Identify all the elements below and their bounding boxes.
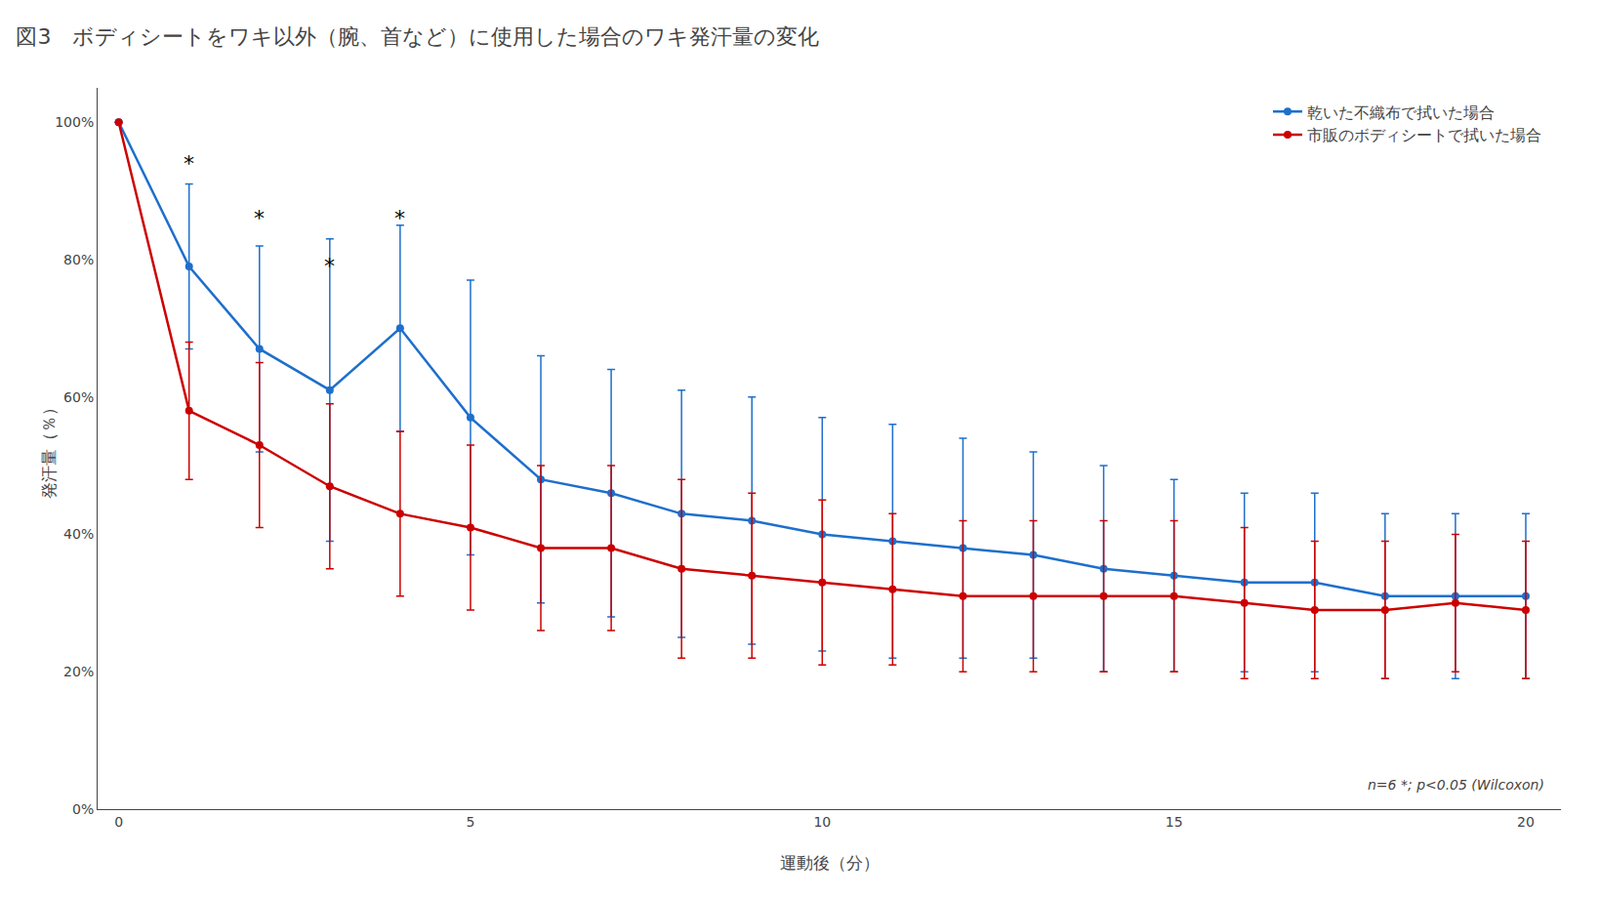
svg-text:0%: 0% [72,801,94,818]
svg-text:15: 15 [1165,814,1184,830]
svg-text:40%: 40% [63,526,94,542]
svg-text:100%: 100% [54,114,94,130]
svg-text:20: 20 [1517,814,1535,830]
svg-text:20%: 20% [63,663,94,680]
svg-text:*: * [394,205,406,231]
svg-text:*: * [253,205,265,231]
svg-text:*: * [324,253,335,279]
svg-text:乾いた不織布で拭いた場合: 乾いた不織布で拭いた場合 [1307,103,1495,123]
svg-text:*: * [183,151,195,176]
svg-text:n=6 *; p<0.05 (Wilcoxon): n=6 *; p<0.05 (Wilcoxon) [1367,777,1545,793]
svg-text:図3 ボディシートをワキ以外（腕、首など）に使用した場合のワ: 図3 ボディシートをワキ以外（腕、首など）に使用した場合のワキ発汗量の変化 [15,24,820,49]
svg-text:5: 5 [465,814,475,830]
svg-text:10: 10 [813,814,831,830]
svg-text:80%: 80% [63,251,94,268]
svg-text:運動後（分）: 運動後（分） [779,853,880,873]
svg-text:60%: 60% [63,389,94,406]
svg-text:0: 0 [114,814,124,830]
svg-text:市販のボディシートで拭いた場合: 市販のボディシートで拭いた場合 [1307,125,1542,145]
svg-text:発汗量（％）: 発汗量（％） [39,399,59,499]
